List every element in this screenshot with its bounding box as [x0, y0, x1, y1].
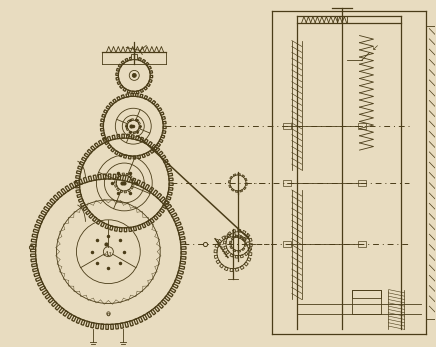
- Bar: [283, 123, 291, 129]
- Bar: [337, 16, 347, 23]
- Bar: [351, 289, 382, 314]
- Bar: [131, 54, 137, 59]
- Bar: [283, 180, 291, 186]
- Circle shape: [132, 74, 136, 77]
- Bar: [358, 180, 365, 186]
- Text: A₃: A₃: [103, 250, 112, 258]
- Bar: [351, 289, 382, 297]
- Bar: [283, 241, 291, 247]
- Bar: [358, 123, 365, 129]
- Bar: [358, 241, 365, 247]
- Text: ↙: ↙: [371, 43, 378, 52]
